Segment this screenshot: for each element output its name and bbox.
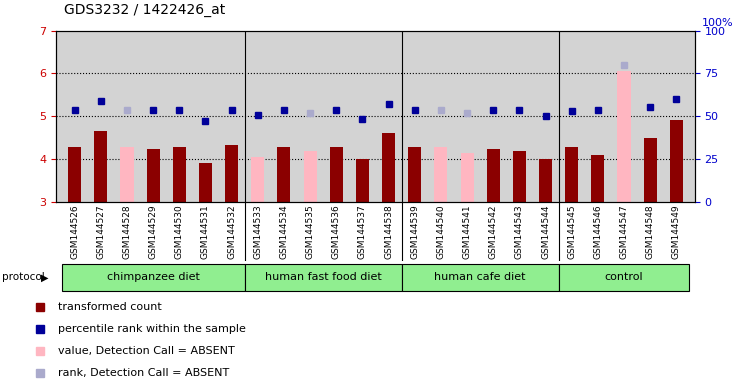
Bar xyxy=(146,149,160,202)
Bar xyxy=(330,147,342,202)
Bar xyxy=(356,159,369,202)
Text: GSM144545: GSM144545 xyxy=(567,205,576,259)
Text: GSM144535: GSM144535 xyxy=(306,205,315,259)
Bar xyxy=(539,159,552,202)
Bar xyxy=(460,153,474,202)
Text: GSM144541: GSM144541 xyxy=(463,205,472,259)
Text: GSM144549: GSM144549 xyxy=(672,205,681,259)
Text: GSM144529: GSM144529 xyxy=(149,205,158,259)
Text: rank, Detection Call = ABSENT: rank, Detection Call = ABSENT xyxy=(58,368,229,378)
Text: GSM144531: GSM144531 xyxy=(201,205,210,259)
Text: GSM144526: GSM144526 xyxy=(70,205,79,259)
Text: GSM144543: GSM144543 xyxy=(515,205,524,259)
Text: GSM144532: GSM144532 xyxy=(227,205,236,259)
Bar xyxy=(303,151,317,202)
Text: GSM144547: GSM144547 xyxy=(620,205,629,259)
Bar xyxy=(513,151,526,202)
Text: GSM144538: GSM144538 xyxy=(384,205,393,259)
Bar xyxy=(409,147,421,202)
Bar xyxy=(487,149,499,202)
Bar xyxy=(225,145,238,202)
Text: GSM144548: GSM144548 xyxy=(646,205,655,259)
Bar xyxy=(382,133,395,202)
Text: GSM144534: GSM144534 xyxy=(279,205,288,259)
Bar xyxy=(591,155,605,202)
Text: GDS3232 / 1422426_at: GDS3232 / 1422426_at xyxy=(64,3,225,17)
Text: human cafe diet: human cafe diet xyxy=(434,272,526,283)
FancyBboxPatch shape xyxy=(559,264,689,291)
Text: control: control xyxy=(605,272,644,283)
Text: GSM144540: GSM144540 xyxy=(436,205,445,259)
Text: chimpanzee diet: chimpanzee diet xyxy=(107,272,200,283)
Text: GSM144528: GSM144528 xyxy=(122,205,131,259)
Text: value, Detection Call = ABSENT: value, Detection Call = ABSENT xyxy=(58,346,234,356)
Text: human fast food diet: human fast food diet xyxy=(265,272,382,283)
Bar xyxy=(68,147,81,202)
Text: ▶: ▶ xyxy=(41,272,49,283)
Text: GSM144537: GSM144537 xyxy=(358,205,367,259)
Bar xyxy=(434,147,448,202)
Text: GSM144542: GSM144542 xyxy=(489,205,498,259)
Text: GSM144539: GSM144539 xyxy=(410,205,419,259)
Bar xyxy=(617,71,631,202)
Text: GSM144544: GSM144544 xyxy=(541,205,550,259)
FancyBboxPatch shape xyxy=(62,264,245,291)
Text: GSM144530: GSM144530 xyxy=(175,205,184,259)
Bar xyxy=(95,131,107,202)
Text: protocol: protocol xyxy=(2,272,44,283)
Text: percentile rank within the sample: percentile rank within the sample xyxy=(58,324,246,334)
Text: GSM144536: GSM144536 xyxy=(332,205,341,259)
Bar xyxy=(199,163,212,202)
Bar xyxy=(566,147,578,202)
Bar xyxy=(252,157,264,202)
Bar xyxy=(277,147,291,202)
Text: 100%: 100% xyxy=(701,18,733,28)
Bar xyxy=(670,119,683,202)
Text: transformed count: transformed count xyxy=(58,302,161,312)
Text: GSM144527: GSM144527 xyxy=(96,205,105,259)
FancyBboxPatch shape xyxy=(402,264,559,291)
Bar xyxy=(644,138,656,202)
FancyBboxPatch shape xyxy=(245,264,402,291)
Text: GSM144533: GSM144533 xyxy=(253,205,262,259)
Bar xyxy=(173,147,185,202)
Bar xyxy=(120,147,134,202)
Text: GSM144546: GSM144546 xyxy=(593,205,602,259)
